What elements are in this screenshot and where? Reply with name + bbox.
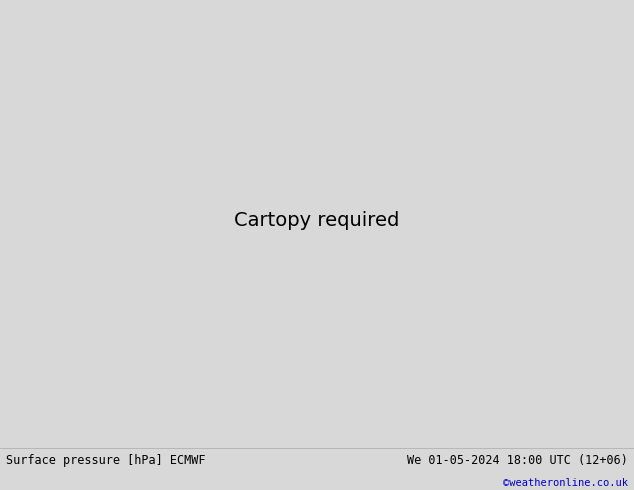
Text: Cartopy required: Cartopy required <box>235 211 399 229</box>
Text: ©weatheronline.co.uk: ©weatheronline.co.uk <box>503 477 628 488</box>
Text: We 01-05-2024 18:00 UTC (12+06): We 01-05-2024 18:00 UTC (12+06) <box>407 454 628 466</box>
Text: Surface pressure [hPa] ECMWF: Surface pressure [hPa] ECMWF <box>6 454 206 466</box>
